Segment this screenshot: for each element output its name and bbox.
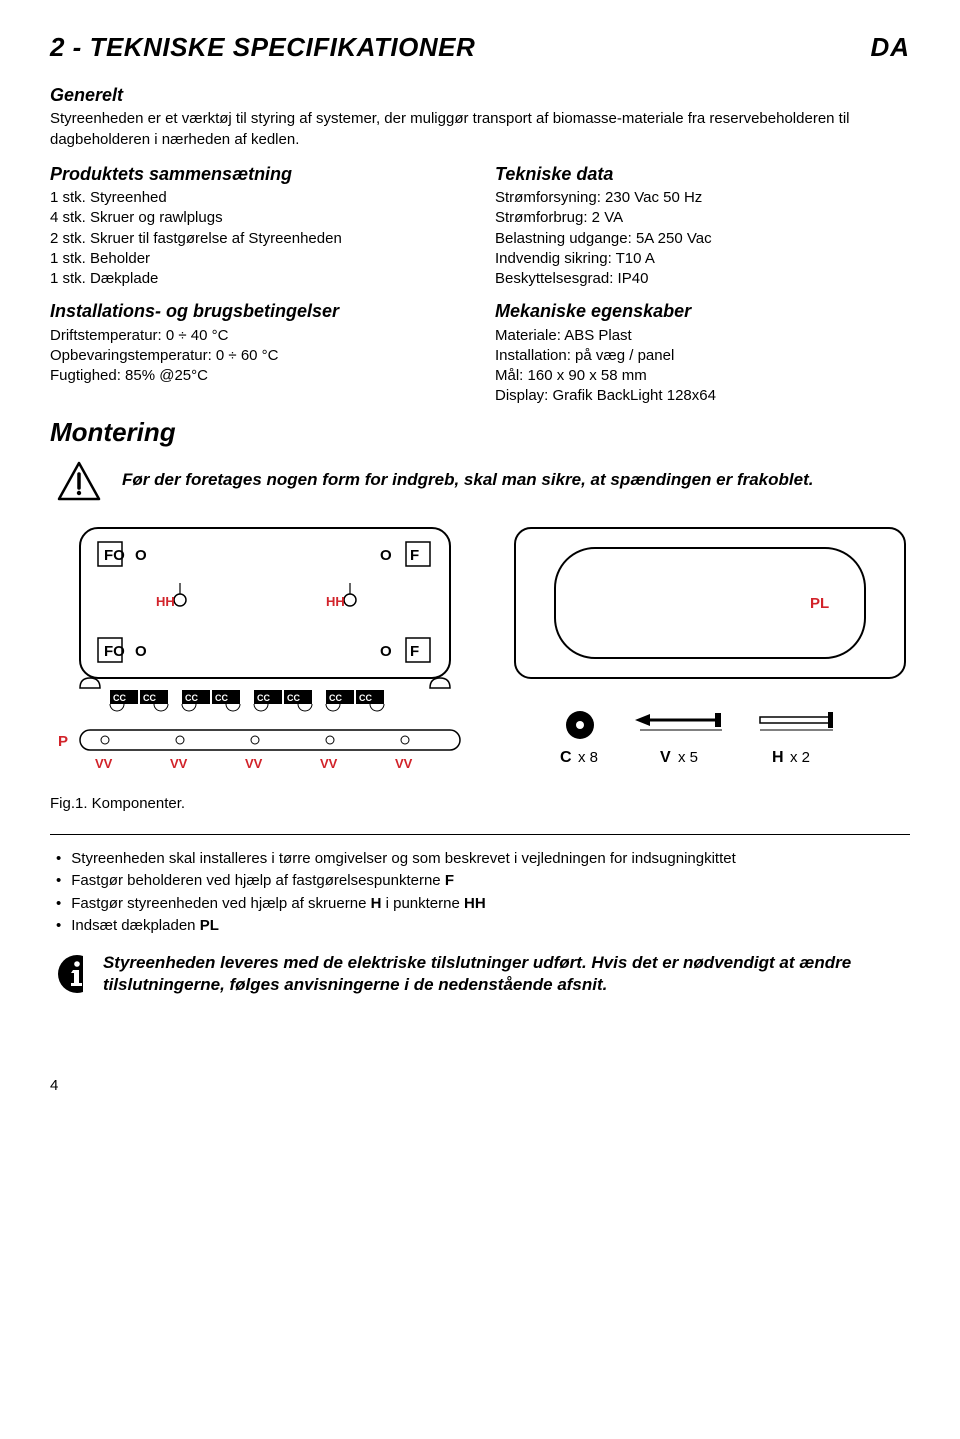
bullet-2: Fastgør beholderen ved hjælp af fastgøre… [56,871,910,891]
right-l8: Mål: 160 x 90 x 58 mm [495,366,910,386]
figure-caption: Fig.1. Komponenter. [50,794,910,814]
svg-text:x 2: x 2 [790,749,810,766]
page-title: 2 - TEKNISKE SPECIFIKATIONER [50,30,475,65]
right-l7: Installation: på væg / panel [495,346,910,366]
generelt-text: Styreenheden er et værktøj til styring a… [50,109,910,150]
left-h2: Installations- og brugsbetingelser [50,299,465,323]
svg-text:CC: CC [215,693,228,703]
svg-text:VV: VV [95,756,113,771]
svg-text:F: F [410,547,419,564]
svg-text:CC: CC [359,693,372,703]
specs-columns: Produktets sammensætning 1 stk. Styreenh… [50,162,910,407]
left-l2: 4 stk. Skruer og rawlplugs [50,208,465,228]
right-h1: Tekniske data [495,162,910,186]
left-l3: 2 stk. Skruer til fastgørelse af Styreen… [50,229,465,249]
svg-text:FO: FO [104,643,125,660]
left-column: Produktets sammensætning 1 stk. Styreenh… [50,162,465,407]
generelt-heading: Generelt [50,83,910,107]
warning-row: Før der foretages nogen form for indgreb… [56,460,910,502]
bullet-4: Indsæt dækpladen PL [56,916,910,936]
montering-heading: Montering [50,415,910,450]
left-l4: 1 stk. Beholder [50,249,465,269]
left-h1: Produktets sammensætning [50,162,465,186]
left-l6: Driftstemperatur: 0 ÷ 40 °C [50,326,465,346]
svg-text:HH: HH [326,594,345,609]
svg-text:O: O [380,643,392,660]
svg-text:VV: VV [395,756,413,771]
svg-text:C: C [560,749,572,766]
svg-text:H: H [772,749,784,766]
svg-text:O: O [135,547,147,564]
right-l1: Strømforsyning: 230 Vac 50 Hz [495,188,910,208]
svg-text:CC: CC [143,693,156,703]
diagram-right: PL C x 8 V x 5 H x 2 [510,520,910,780]
svg-text:VV: VV [170,756,188,771]
svg-text:FO: FO [104,547,125,564]
right-column: Tekniske data Strømforsyning: 230 Vac 50… [495,162,910,407]
svg-text:O: O [135,643,147,660]
info-text: Styreenheden leveres med de elektriske t… [103,952,910,996]
svg-text:CC: CC [287,693,300,703]
instruction-list: Styreenheden skal installeres i tørre om… [50,849,910,936]
bullet-1: Styreenheden skal installeres i tørre om… [56,849,910,869]
diagrams-row: FO O O F HH HH FO O O F CC CC CC CC CC C… [50,520,910,780]
warning-text: Før der foretages nogen form for indgreb… [122,469,813,492]
left-l5: 1 stk. Dækplade [50,269,465,289]
svg-text:O: O [380,547,392,564]
right-l4: Indvendig sikring: T10 A [495,249,910,269]
right-l3: Belastning udgange: 5A 250 Vac [495,229,910,249]
right-l2: Strømforbrug: 2 VA [495,208,910,228]
right-l6: Materiale: ABS Plast [495,326,910,346]
svg-text:x 5: x 5 [678,749,698,766]
page-number: 4 [50,1076,910,1096]
right-h2: Mekaniske egenskaber [495,299,910,323]
svg-text:PL: PL [810,595,829,612]
svg-text:VV: VV [320,756,338,771]
info-icon [56,953,83,995]
left-l7: Opbevaringstemperatur: 0 ÷ 60 °C [50,346,465,366]
left-l1: 1 stk. Styreenhed [50,188,465,208]
svg-text:CC: CC [257,693,270,703]
right-l9: Display: Grafik BackLight 128x64 [495,386,910,406]
svg-text:F: F [410,643,419,660]
svg-text:CC: CC [329,693,342,703]
svg-text:P: P [58,733,68,750]
svg-text:x 8: x 8 [578,749,598,766]
divider [50,834,910,835]
right-l5: Beskyttelsesgrad: IP40 [495,269,910,289]
header-row: 2 - TEKNISKE SPECIFIKATIONER DA [50,30,910,65]
svg-text:HH: HH [156,594,175,609]
svg-text:CC: CC [113,693,126,703]
bullet-3: Fastgør styreenheden ved hjælp af skruer… [56,894,910,914]
left-l8: Fugtighed: 85% @25°C [50,366,465,386]
cc-blocks: CC CC CC CC CC CC CC CC [110,690,384,704]
svg-text:VV: VV [245,756,263,771]
svg-text:V: V [660,749,671,766]
diagram-left: FO O O F HH HH FO O O F CC CC CC CC CC C… [50,520,470,780]
warning-icon [56,460,102,502]
svg-text:CC: CC [185,693,198,703]
generelt-section: Generelt Styreenheden er et værktøj til … [50,83,910,150]
language-badge: DA [870,30,910,65]
info-row: Styreenheden leveres med de elektriske t… [56,952,910,996]
